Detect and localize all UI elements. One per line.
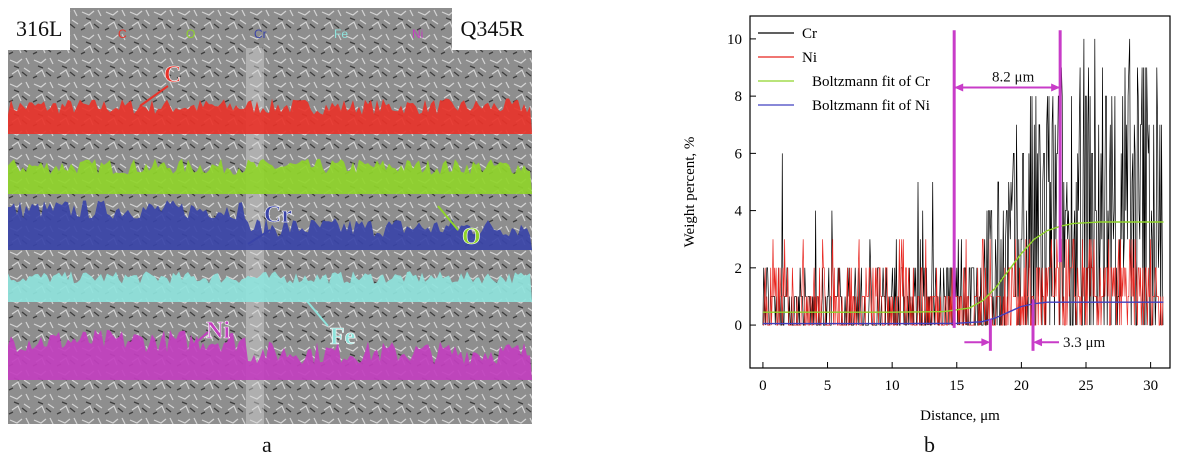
map-legend-tag-fe: Fe: [334, 27, 348, 41]
chart-canvas: 0 5 10 15 20 25 30 0 2 4 6 8 10 Distance, μm Weight pe…: [682, 15, 1171, 424]
eds-band-cr: [8, 200, 532, 250]
element-label-o: O: [462, 224, 481, 250]
element-pointer-c: [139, 85, 169, 107]
x-tick-label: 20: [1014, 378, 1029, 394]
map-legend-tag-ni: Ni: [412, 27, 423, 41]
x-tick-label: 10: [885, 378, 900, 394]
series-line-ni: [762, 238, 1164, 326]
legend-label-boltzmann-fit-of-ni: Boltzmann fit of Ni: [812, 98, 930, 114]
element-pointer-cr: [247, 229, 271, 245]
map-legend-tag-cr: Cr: [254, 27, 267, 41]
eds-band-o: [8, 158, 532, 194]
annotation-label: 3.3 μm: [1063, 335, 1106, 351]
map-legend-tag-o: O: [186, 27, 195, 41]
left-material-label: 316L: [8, 8, 71, 50]
y-tick-label: 6: [735, 146, 743, 162]
right-material-label: Q345R: [452, 8, 532, 50]
eds-line-scan-map: C O Cr Fe Ni C O Cr Fe Ni 316L Q345R: [8, 8, 532, 424]
y-tick-label: 8: [735, 89, 743, 105]
x-tick-label: 0: [759, 378, 767, 394]
y-tick-label: 4: [735, 204, 743, 220]
x-tick-label: 25: [1079, 378, 1094, 394]
legend-label-ni: Ni: [802, 50, 817, 66]
panel-label-a: a: [262, 432, 272, 457]
y-tick-label: 10: [727, 32, 742, 48]
plot-frame: [749, 15, 1171, 369]
eds-band-fe: [8, 271, 532, 302]
series-line-boltzmann-fit-of-ni: [762, 301, 1164, 325]
legend-label-cr: Cr: [802, 26, 817, 42]
annotation-label: 8.2 μm: [992, 70, 1035, 86]
element-label-ni: Ni: [206, 318, 230, 344]
x-tick-label: 15: [949, 378, 964, 394]
eds-band-c: [8, 98, 532, 134]
element-pointer-o: [437, 205, 459, 231]
element-label-cr: Cr: [264, 202, 292, 228]
element-label-fe: Fe: [330, 324, 356, 350]
x-tick-label: 5: [824, 378, 832, 394]
legend-label-boltzmann-fit-of-cr: Boltzmann fit of Cr: [812, 74, 930, 90]
map-legend-tag-c: C: [118, 27, 127, 41]
series-line-boltzmann-fit-of-cr: [762, 221, 1164, 313]
y-tick-label: 2: [735, 261, 743, 277]
x-axis-label: Distance, μm: [920, 408, 1000, 424]
y-tick-label: 0: [735, 318, 743, 334]
weight-percent-chart: 0 5 10 15 20 25 30 0 2 4 6 8 10 Distance, μm Weight pe…: [678, 8, 1174, 432]
x-tick-label: 30: [1143, 378, 1158, 394]
panel-label-b: b: [924, 432, 935, 457]
element-pointer-ni: [189, 331, 209, 349]
eds-band-ni: [8, 329, 532, 380]
element-label-c: C: [164, 62, 181, 88]
eds-map-canvas: C O Cr Fe Ni C O Cr Fe Ni: [8, 8, 532, 424]
element-pointer-fe: [305, 299, 329, 327]
y-axis-label: Weight percent, %: [682, 137, 698, 248]
